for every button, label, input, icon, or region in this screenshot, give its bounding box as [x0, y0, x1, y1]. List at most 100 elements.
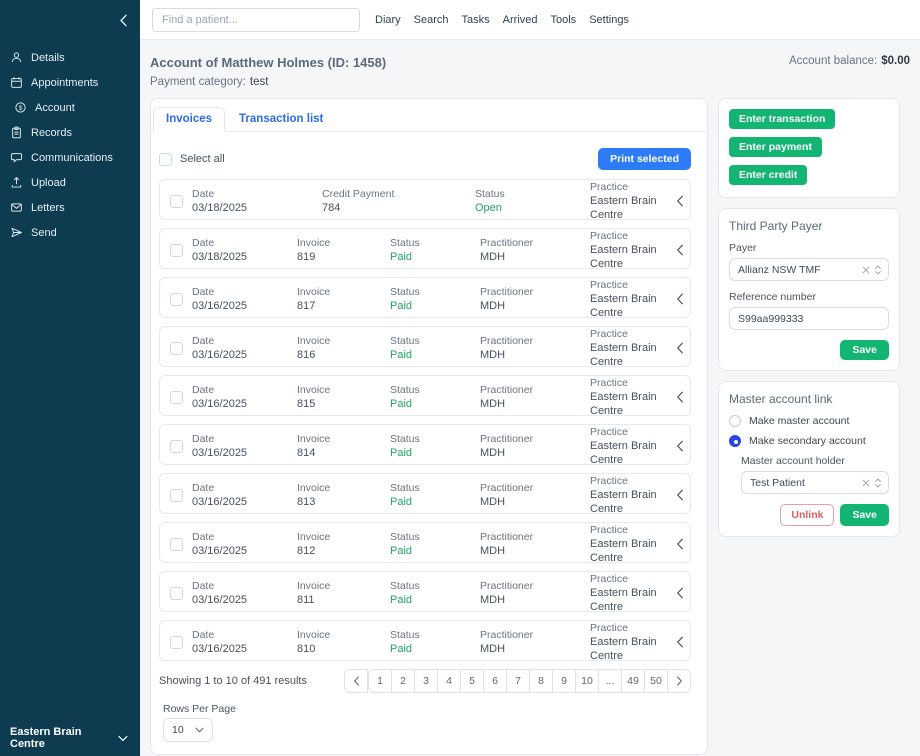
invoice-row[interactable]: Date 03/18/2025 Credit Payment 784 Statu…: [159, 179, 691, 221]
page-button[interactable]: 7: [506, 669, 530, 693]
invoice-row[interactable]: Date 03/16/2025 Invoice 810 Status Paid …: [159, 620, 691, 662]
page-button[interactable]: 3: [414, 669, 438, 693]
page-button[interactable]: 8: [529, 669, 553, 693]
cell-label: Invoice: [297, 335, 331, 347]
invoice-row[interactable]: Date 03/16/2025 Invoice 811 Status Paid …: [159, 571, 691, 613]
clear-icon[interactable]: [862, 479, 870, 487]
cell-label: Date: [192, 237, 215, 249]
practice-switcher[interactable]: Eastern Brain Centre: [10, 726, 128, 750]
row-checkbox[interactable]: [170, 243, 183, 257]
row-checkbox[interactable]: [170, 292, 183, 306]
make-master-account-option[interactable]: Make master account: [729, 415, 889, 427]
invoice-row[interactable]: Date 03/16/2025 Invoice 816 Status Paid …: [159, 326, 691, 368]
sidebar-item-letters[interactable]: Letters: [0, 195, 140, 220]
enter-payment-button[interactable]: Enter payment: [729, 137, 822, 157]
clear-icon[interactable]: [862, 266, 870, 274]
page-button[interactable]: 6: [483, 669, 507, 693]
tab-transaction-list[interactable]: Transaction list: [239, 113, 324, 125]
chevron-left-icon[interactable]: [676, 293, 684, 305]
cell-value: 03/18/2025: [192, 251, 248, 263]
prev-page-button[interactable]: [344, 669, 368, 693]
make-secondary-account-option[interactable]: Make secondary account: [729, 435, 889, 447]
row-checkbox[interactable]: [170, 439, 183, 453]
cell-label: Practice: [590, 377, 628, 389]
row-checkbox[interactable]: [170, 537, 183, 551]
cell-label: Practitioner: [480, 433, 534, 445]
cell-value: 810: [297, 643, 316, 655]
chevron-left-icon[interactable]: [676, 636, 684, 648]
cell-value: Paid: [390, 545, 413, 557]
radio-unselected-icon[interactable]: [729, 415, 741, 427]
row-checkbox[interactable]: [170, 488, 183, 502]
row-checkbox[interactable]: [170, 635, 183, 649]
menu-item-arrived[interactable]: Arrived: [502, 13, 538, 26]
menu-item-search[interactable]: Search: [413, 13, 449, 26]
payment-category: Payment category: test: [140, 76, 920, 88]
tabstrip: Invoices Transaction list: [151, 99, 707, 132]
spinner-icon[interactable]: [874, 477, 882, 489]
chevron-left-icon[interactable]: [676, 587, 684, 599]
chevron-left-icon[interactable]: [676, 440, 684, 452]
invoice-row[interactable]: Date 03/16/2025 Invoice 817 Status Paid …: [159, 277, 691, 319]
chevron-left-icon[interactable]: [676, 538, 684, 550]
menu-item-settings[interactable]: Settings: [589, 13, 629, 26]
sidebar-item-send[interactable]: Send: [0, 220, 140, 245]
page-button[interactable]: 4: [437, 669, 461, 693]
sidebar-item-records[interactable]: Records: [0, 120, 140, 145]
tab-invoices[interactable]: Invoices: [153, 107, 226, 132]
master-account-holder-select[interactable]: Test Patient: [741, 471, 889, 494]
balance-label: Account balance:: [788, 55, 878, 67]
row-checkbox[interactable]: [170, 390, 183, 404]
menu-item-tasks[interactable]: Tasks: [461, 13, 490, 26]
invoice-row[interactable]: Date 03/16/2025 Invoice 812 Status Paid …: [159, 522, 691, 564]
invoice-row[interactable]: Date 03/16/2025 Invoice 813 Status Paid …: [159, 473, 691, 515]
sidebar-item-communications[interactable]: Communications: [0, 145, 140, 170]
sidebar-item-appointments[interactable]: Appointments: [0, 70, 140, 95]
page-button[interactable]: 5: [460, 669, 484, 693]
menu-item-tools[interactable]: Tools: [550, 13, 577, 26]
spinner-icon[interactable]: [874, 264, 882, 276]
page-button[interactable]: 49: [621, 669, 645, 693]
cell-value: Eastern Brain Centre: [590, 538, 657, 564]
enter-transaction-button[interactable]: Enter transaction: [729, 109, 836, 129]
chevron-left-icon[interactable]: [676, 244, 684, 256]
cell-label: Practice: [590, 573, 628, 585]
chevron-left-icon[interactable]: [676, 195, 684, 207]
master-save-button[interactable]: Save: [840, 504, 889, 526]
page-button[interactable]: 10: [575, 669, 599, 693]
enter-credit-button[interactable]: Enter credit: [729, 165, 808, 185]
select-all-checkbox[interactable]: [159, 152, 172, 166]
sidebar-item-upload[interactable]: Upload: [0, 170, 140, 195]
print-selected-button[interactable]: Print selected: [598, 148, 691, 170]
page-button[interactable]: 2: [391, 669, 415, 693]
menu-item-diary[interactable]: Diary: [375, 13, 401, 26]
sidebar-item-details[interactable]: Details: [0, 45, 140, 70]
sidebar-item-account[interactable]: $ Account: [0, 95, 140, 120]
row-checkbox[interactable]: [170, 194, 183, 208]
chevron-left-icon[interactable]: [676, 489, 684, 501]
reference-number-input[interactable]: [729, 307, 889, 330]
rows-per-page-select[interactable]: 10: [163, 718, 213, 742]
chevron-left-icon[interactable]: [676, 342, 684, 354]
dollar-circle-icon: $: [15, 102, 26, 113]
payer-select[interactable]: Allianz NSW TMF: [729, 258, 889, 281]
page-button[interactable]: 9: [552, 669, 576, 693]
cell-value: MDH: [480, 594, 506, 606]
unlink-button[interactable]: Unlink: [780, 504, 835, 526]
row-checkbox[interactable]: [170, 586, 183, 600]
invoice-row[interactable]: Date 03/16/2025 Invoice 815 Status Paid …: [159, 375, 691, 417]
next-page-button[interactable]: [667, 669, 691, 693]
cell-label: Date: [192, 384, 215, 396]
page-ellipsis[interactable]: ...: [598, 669, 622, 693]
payer-save-button[interactable]: Save: [840, 340, 889, 360]
chevron-left-icon[interactable]: [676, 391, 684, 403]
page-button[interactable]: 50: [644, 669, 668, 693]
radio-selected-icon[interactable]: [729, 435, 741, 447]
sidebar-collapse-button[interactable]: [114, 11, 132, 29]
cell-label: Practice: [590, 622, 628, 634]
row-checkbox[interactable]: [170, 341, 183, 355]
patient-search-input[interactable]: [152, 7, 360, 32]
page-button[interactable]: 1: [368, 669, 392, 693]
invoice-row[interactable]: Date 03/16/2025 Invoice 814 Status Paid …: [159, 424, 691, 466]
invoice-row[interactable]: Date 03/18/2025 Invoice 819 Status Paid …: [159, 228, 691, 270]
